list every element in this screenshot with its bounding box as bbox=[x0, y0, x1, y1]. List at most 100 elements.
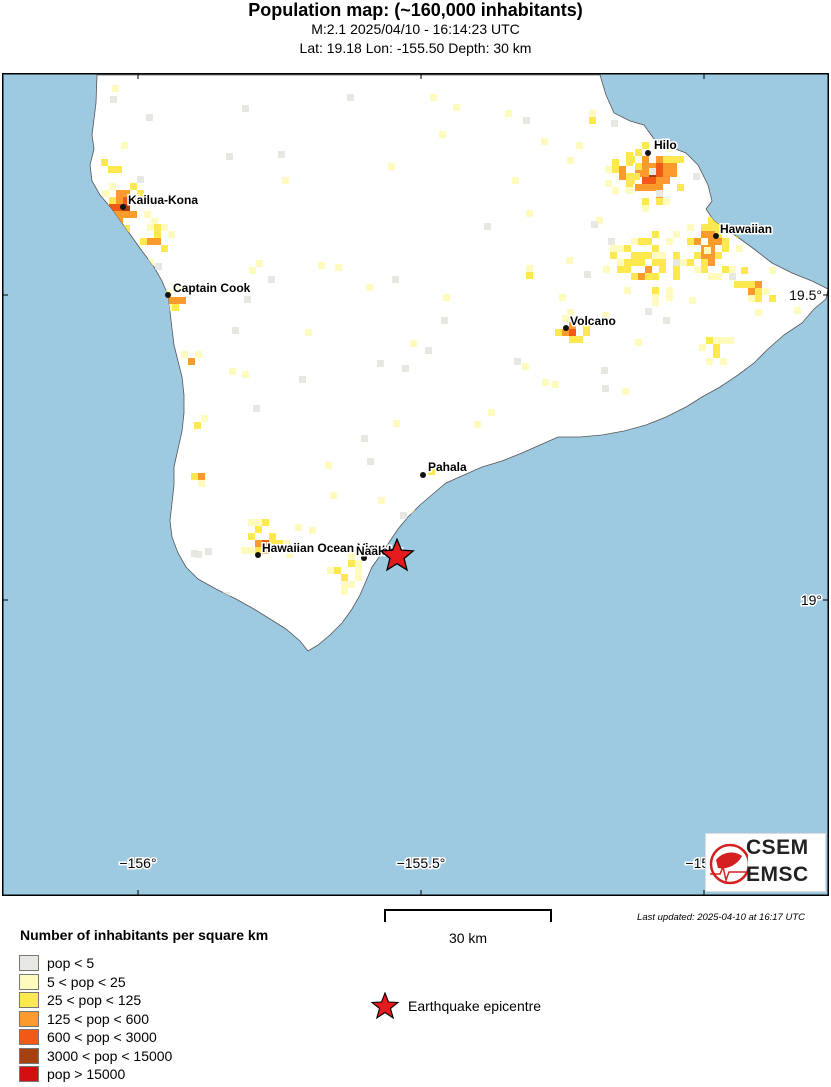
density-cell bbox=[642, 156, 649, 163]
density-cell bbox=[283, 540, 290, 547]
density-cell bbox=[488, 409, 495, 416]
map-frame bbox=[2, 73, 829, 896]
density-cell bbox=[638, 273, 645, 280]
legend-swatch bbox=[19, 1047, 39, 1064]
density-cell bbox=[626, 180, 633, 187]
density-cell bbox=[673, 266, 680, 273]
density-cell bbox=[748, 281, 755, 288]
density-cell bbox=[729, 266, 736, 273]
density-cell bbox=[562, 329, 569, 336]
density-cell bbox=[670, 156, 677, 163]
density-cell bbox=[341, 581, 348, 588]
density-cell bbox=[367, 458, 374, 465]
density-cell bbox=[635, 184, 642, 191]
density-cell bbox=[334, 567, 341, 574]
density-cell bbox=[130, 211, 137, 218]
density-cell bbox=[631, 252, 638, 259]
density-cell bbox=[642, 205, 649, 212]
emsc-logo: CSEM EMSC bbox=[705, 833, 826, 892]
density-cell bbox=[441, 317, 448, 324]
density-cell bbox=[255, 547, 262, 554]
density-cell bbox=[242, 105, 249, 112]
density-cell bbox=[567, 309, 574, 316]
density-cell bbox=[626, 159, 633, 166]
density-cell bbox=[102, 190, 109, 197]
density-cell bbox=[348, 581, 355, 588]
density-cell bbox=[226, 153, 233, 160]
density-cell bbox=[708, 259, 715, 266]
legend-swatch bbox=[19, 992, 39, 1008]
density-cell bbox=[523, 117, 530, 124]
density-cell bbox=[729, 273, 736, 280]
logo-emsc-text: EMSC bbox=[746, 863, 809, 886]
density-cell bbox=[569, 322, 576, 329]
density-cell bbox=[335, 264, 342, 271]
density-cell bbox=[720, 337, 727, 344]
density-cell bbox=[439, 131, 446, 138]
density-cell bbox=[626, 173, 633, 180]
density-cell bbox=[137, 176, 144, 183]
density-cell bbox=[576, 142, 583, 149]
density-cell bbox=[701, 259, 708, 266]
density-cell bbox=[656, 190, 663, 197]
density-cell bbox=[453, 104, 460, 111]
density-cell bbox=[645, 266, 652, 273]
density-cell bbox=[137, 197, 144, 204]
density-cell bbox=[121, 142, 128, 149]
density-cell bbox=[755, 281, 762, 288]
density-cell bbox=[670, 170, 677, 177]
city-label: Captain Cook bbox=[173, 281, 251, 295]
density-cell bbox=[663, 317, 670, 324]
density-cell bbox=[715, 224, 722, 231]
epicenter-star-icon[interactable] bbox=[379, 537, 415, 572]
density-cell bbox=[201, 415, 208, 422]
density-cell bbox=[663, 163, 670, 170]
star-icon bbox=[370, 992, 400, 1020]
density-cell bbox=[649, 168, 656, 175]
density-cell bbox=[101, 159, 108, 166]
density-cell bbox=[112, 85, 119, 92]
density-cell bbox=[612, 159, 619, 166]
city-label: Volcano bbox=[570, 314, 616, 328]
density-cell bbox=[248, 533, 255, 540]
density-cell bbox=[704, 247, 711, 254]
population-map[interactable]: −156° −155.5° −155°19.5°19° HiloKailua-Kon… bbox=[2, 73, 829, 896]
density-cell bbox=[576, 336, 583, 343]
density-cell bbox=[253, 405, 260, 412]
density-cell bbox=[172, 297, 179, 304]
density-cell bbox=[713, 344, 720, 351]
density-cell bbox=[188, 358, 195, 365]
density-cell bbox=[769, 295, 776, 302]
density-cell bbox=[645, 238, 652, 245]
density-cell bbox=[642, 177, 649, 184]
density-cell bbox=[649, 184, 656, 191]
density-cell bbox=[652, 299, 659, 306]
density-cell bbox=[327, 567, 334, 574]
density-cell bbox=[602, 312, 609, 319]
city-dot bbox=[420, 472, 426, 478]
density-cell bbox=[108, 166, 115, 173]
island-land bbox=[89, 74, 829, 652]
density-cell bbox=[708, 224, 715, 231]
density-cell bbox=[680, 259, 687, 266]
legend-item: 600 < pop < 3000 bbox=[19, 1028, 157, 1046]
density-cell bbox=[116, 211, 123, 218]
density-cell bbox=[656, 170, 663, 177]
density-cell bbox=[603, 266, 610, 273]
density-cell bbox=[652, 287, 659, 294]
density-cell bbox=[673, 273, 680, 280]
density-cell bbox=[248, 519, 255, 526]
density-cell bbox=[755, 295, 762, 302]
density-cell bbox=[514, 358, 521, 365]
city-dot bbox=[713, 233, 719, 239]
density-cell bbox=[713, 351, 720, 358]
density-cell bbox=[526, 265, 533, 272]
city-label: Hilo bbox=[654, 138, 677, 152]
density-cell bbox=[566, 257, 573, 264]
density-cell bbox=[552, 381, 559, 388]
density-cell bbox=[701, 266, 708, 273]
density-cell bbox=[605, 180, 612, 187]
density-cell bbox=[109, 183, 116, 190]
density-cell bbox=[299, 376, 306, 383]
density-cell bbox=[596, 217, 603, 224]
